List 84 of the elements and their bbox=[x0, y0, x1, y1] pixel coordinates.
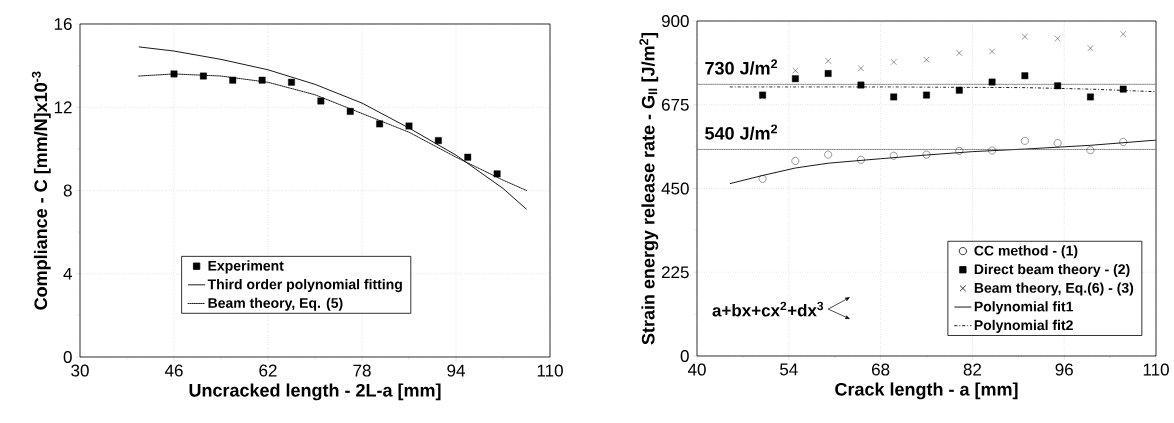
legend-label: Third order polynomial fitting bbox=[207, 279, 402, 293]
point bbox=[1021, 72, 1029, 80]
x-tick-label: 110 bbox=[537, 364, 563, 377]
point bbox=[1053, 139, 1062, 147]
point bbox=[1087, 45, 1094, 52]
x-tick-label: 110 bbox=[1143, 363, 1169, 376]
point bbox=[346, 108, 354, 115]
point bbox=[229, 76, 237, 84]
point bbox=[989, 48, 996, 55]
point bbox=[956, 49, 963, 57]
x-tick-label: 30 bbox=[71, 364, 89, 377]
point bbox=[824, 70, 832, 77]
x-axis-title: Crack length - a [mm] bbox=[835, 382, 1018, 400]
y-tick-label: 900 bbox=[661, 14, 689, 28]
ref-line-label: 540 J/m$^{2}$ bbox=[705, 124, 778, 140]
x-tick-label: 68 bbox=[872, 363, 890, 376]
point bbox=[434, 137, 442, 144]
point bbox=[857, 65, 864, 72]
legend-label: Experiment bbox=[208, 260, 284, 274]
x-axis-title: Uncracked length - 2L-a [mm] bbox=[189, 383, 441, 401]
point bbox=[824, 150, 832, 159]
point bbox=[955, 147, 964, 155]
x-tick-label: 54 bbox=[780, 363, 798, 376]
point bbox=[890, 58, 897, 65]
point bbox=[464, 153, 472, 161]
point bbox=[988, 146, 996, 155]
point bbox=[405, 122, 413, 130]
point bbox=[258, 76, 266, 84]
annotation: a+bx+cx$^{2}$+dx$^{3}$ bbox=[712, 301, 824, 317]
ref-line-label: 730 J/m$^{2}$ bbox=[705, 59, 778, 75]
legend-label: CC method - (1) bbox=[974, 245, 1078, 259]
point bbox=[1119, 138, 1128, 146]
y-tick-label: 16 bbox=[54, 17, 72, 31]
point bbox=[791, 75, 799, 83]
legend-label: Beam theory, Eq. (5) bbox=[208, 297, 343, 311]
y-tick-label: 0 bbox=[63, 350, 72, 364]
point bbox=[376, 120, 384, 128]
x-tick-label: 78 bbox=[353, 364, 371, 377]
point bbox=[317, 97, 325, 105]
point bbox=[1054, 35, 1061, 42]
point bbox=[923, 56, 930, 63]
point bbox=[1021, 33, 1028, 40]
legend-label: Direct beam theory - (2) bbox=[974, 263, 1130, 277]
x-tick-label: 46 bbox=[164, 364, 183, 377]
y-tick-label: 0 bbox=[680, 349, 689, 363]
point bbox=[922, 150, 931, 159]
point bbox=[1087, 93, 1094, 101]
x-tick-label: 94 bbox=[447, 364, 465, 377]
point bbox=[857, 156, 865, 164]
point bbox=[758, 175, 767, 183]
legend-label: Beam theory, Eq.(6) - (3) bbox=[974, 282, 1134, 296]
point bbox=[792, 67, 799, 74]
x-tick-label: 96 bbox=[1055, 363, 1073, 376]
point bbox=[955, 86, 963, 94]
y-tick-label: 225 bbox=[661, 266, 689, 279]
point bbox=[1119, 85, 1127, 93]
point bbox=[791, 157, 800, 165]
y-tick-label: 8 bbox=[63, 184, 72, 197]
y-axis-title: Compliance - C [mm/N]x10$^{-3}$ bbox=[31, 71, 51, 310]
y-tick-label: 675 bbox=[661, 98, 689, 111]
line-series bbox=[138, 46, 527, 210]
point bbox=[988, 78, 996, 86]
point bbox=[199, 72, 207, 80]
x-tick-label: 62 bbox=[259, 364, 277, 377]
legend-label: Polynomial fit1 bbox=[974, 301, 1074, 315]
point bbox=[825, 57, 832, 64]
point bbox=[1054, 82, 1062, 90]
y-tick-label: 12 bbox=[54, 101, 72, 114]
x-tick-label: 40 bbox=[687, 363, 706, 376]
point bbox=[857, 81, 865, 89]
point bbox=[923, 91, 930, 99]
point bbox=[890, 93, 898, 101]
y-tick-label: 450 bbox=[661, 182, 689, 195]
point bbox=[1086, 146, 1095, 154]
point bbox=[288, 78, 295, 86]
point bbox=[170, 70, 178, 78]
point bbox=[493, 170, 501, 178]
point bbox=[1120, 31, 1127, 38]
legend-label: Polynomial fit2 bbox=[974, 319, 1073, 333]
y-tick-label: 4 bbox=[63, 267, 72, 280]
y-axis-title: Strain energy release rate - G$_{II}$ [J/m$^{2}$] bbox=[639, 32, 659, 345]
point bbox=[1021, 137, 1029, 145]
x-tick-label: 82 bbox=[963, 363, 981, 376]
point bbox=[889, 151, 898, 160]
